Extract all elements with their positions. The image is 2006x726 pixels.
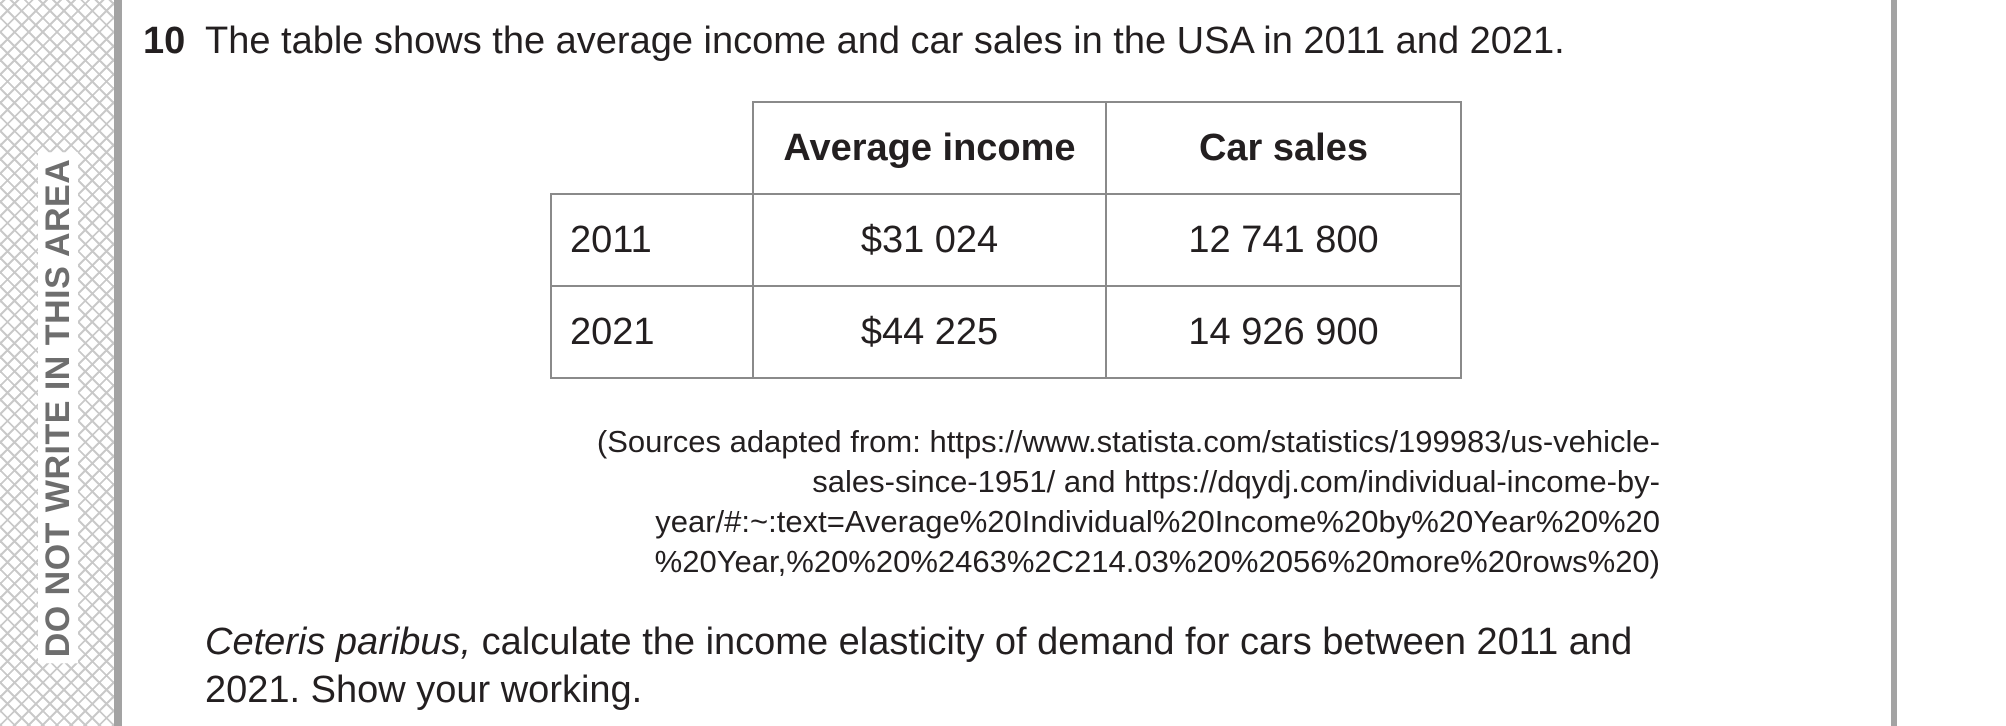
page-border-left bbox=[114, 0, 122, 726]
question-number: 10 bbox=[143, 20, 186, 62]
table-header-car-sales: Car sales bbox=[1105, 101, 1462, 195]
prompt-line-2: 2021. Show your working. bbox=[205, 669, 643, 711]
page-border-right bbox=[1891, 0, 1897, 726]
source-line: (Sources adapted from: https://www.stati… bbox=[596, 424, 1660, 459]
table-header-row: Average income Car sales bbox=[551, 101, 1462, 195]
table-row: 2021 $44 225 14 926 900 bbox=[550, 285, 1462, 379]
prompt-line-1-rest: calculate the income elasticity of deman… bbox=[471, 621, 1633, 663]
income-car-sales-table: Average income Car sales 2011 $31 024 12… bbox=[550, 101, 1462, 379]
prompt-line-1: Ceteris paribus, calculate the income el… bbox=[205, 618, 1665, 666]
prompt-italic-term: Ceteris paribus, bbox=[205, 621, 472, 663]
table-cell-sales: 14 926 900 bbox=[1105, 285, 1462, 379]
table-cell-income: $31 024 bbox=[752, 193, 1107, 287]
table-row: 2011 $31 024 12 741 800 bbox=[550, 193, 1462, 287]
table-cell-year: 2011 bbox=[550, 193, 754, 287]
source-line: %20Year,%20%20%2463%2C214.03%20%2056%20m… bbox=[654, 544, 1660, 579]
table-header-empty bbox=[551, 102, 754, 195]
table-header-average-income: Average income bbox=[752, 101, 1107, 195]
table-cell-year: 2021 bbox=[550, 285, 754, 379]
question-intro: The table shows the average income and c… bbox=[205, 20, 1565, 62]
question-prompt: Ceteris paribus, calculate the income el… bbox=[205, 618, 1665, 714]
source-line: year/#:~:text=Average%20Individual%20Inc… bbox=[655, 504, 1660, 539]
source-line: sales-since-1951/ and https://dqydj.com/… bbox=[812, 464, 1660, 499]
table-cell-sales: 12 741 800 bbox=[1105, 193, 1462, 287]
table-cell-income: $44 225 bbox=[752, 285, 1107, 379]
margin-hatch-strip: DO NOT WRITE IN THIS AREA bbox=[0, 0, 114, 726]
source-citation: (Sources adapted from: https://www.stati… bbox=[460, 422, 1660, 582]
margin-warning-text: DO NOT WRITE IN THIS AREA bbox=[38, 152, 78, 664]
